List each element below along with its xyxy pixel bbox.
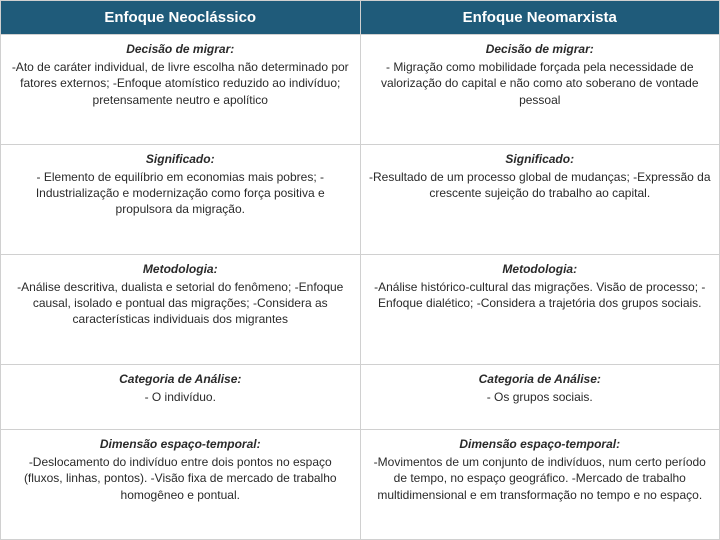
cell-metodologia-neoclassico: Metodologia: -Análise descritiva, dualis… <box>1 254 361 364</box>
cell-significado-neomarxista: Significado: -Resultado de um processo g… <box>360 144 720 254</box>
cell-categoria-neomarxista: Categoria de Análise: - Os grupos sociai… <box>360 364 720 429</box>
cell-categoria-neoclassico: Categoria de Análise: - O indivíduo. <box>1 364 361 429</box>
row-body: -Movimentos de um conjunto de indivíduos… <box>369 454 712 503</box>
row-title: Dimensão espaço-temporal: <box>369 436 712 452</box>
row-body: -Análise histórico-cultural das migraçõe… <box>369 279 712 311</box>
row-body: - Elemento de equilíbrio em economias ma… <box>9 169 352 218</box>
table-row: Significado: - Elemento de equilíbrio em… <box>1 144 720 254</box>
row-title: Significado: <box>9 151 352 167</box>
row-title: Metodologia: <box>9 261 352 277</box>
table-row: Metodologia: -Análise descritiva, dualis… <box>1 254 720 364</box>
row-body: - O indivíduo. <box>9 389 352 405</box>
row-title: Categoria de Análise: <box>9 371 352 387</box>
table-row: Dimensão espaço-temporal: -Deslocamento … <box>1 430 720 540</box>
row-title: Metodologia: <box>369 261 712 277</box>
table-header-row: Enfoque Neoclássico Enfoque Neomarxista <box>1 1 720 35</box>
cell-dimensao-neomarxista: Dimensão espaço-temporal: -Movimentos de… <box>360 430 720 540</box>
row-body: - Os grupos sociais. <box>369 389 712 405</box>
row-body: -Deslocamento do indivíduo entre dois po… <box>9 454 352 503</box>
row-body: -Ato de caráter individual, de livre esc… <box>9 59 352 108</box>
table-row: Categoria de Análise: - O indivíduo. Cat… <box>1 364 720 429</box>
row-body: -Análise descritiva, dualista e setorial… <box>9 279 352 328</box>
comparison-table: Enfoque Neoclássico Enfoque Neomarxista … <box>0 0 720 540</box>
row-title: Decisão de migrar: <box>9 41 352 57</box>
cell-significado-neoclassico: Significado: - Elemento de equilíbrio em… <box>1 144 361 254</box>
row-body: -Resultado de um processo global de muda… <box>369 169 712 201</box>
cell-dimensao-neoclassico: Dimensão espaço-temporal: -Deslocamento … <box>1 430 361 540</box>
row-title: Dimensão espaço-temporal: <box>9 436 352 452</box>
cell-decisao-neoclassico: Decisão de migrar: -Ato de caráter indiv… <box>1 35 361 145</box>
row-title: Significado: <box>369 151 712 167</box>
table-row: Decisão de migrar: -Ato de caráter indiv… <box>1 35 720 145</box>
cell-decisao-neomarxista: Decisão de migrar: - Migração como mobil… <box>360 35 720 145</box>
row-title: Decisão de migrar: <box>369 41 712 57</box>
col-header-neoclassico: Enfoque Neoclássico <box>1 1 361 35</box>
cell-metodologia-neomarxista: Metodologia: -Análise histórico-cultural… <box>360 254 720 364</box>
col-header-neomarxista: Enfoque Neomarxista <box>360 1 720 35</box>
row-body: - Migração como mobilidade forçada pela … <box>369 59 712 108</box>
row-title: Categoria de Análise: <box>369 371 712 387</box>
